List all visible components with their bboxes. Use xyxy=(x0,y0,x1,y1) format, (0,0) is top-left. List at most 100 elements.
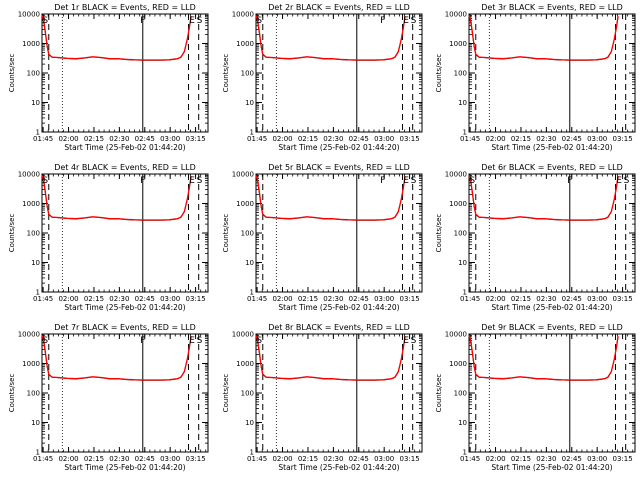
marker-label: F xyxy=(380,176,385,186)
plot-frame xyxy=(255,13,423,133)
x-tick-label: 02:30 xyxy=(109,455,129,463)
y-tick-label: 10 xyxy=(245,419,254,427)
x-tick-label: 01:45 xyxy=(247,135,267,143)
series-line-events xyxy=(41,336,192,381)
x-tick-label: 03:00 xyxy=(587,295,607,303)
marker-label: S xyxy=(42,176,48,186)
x-axis-label: Start Time (25-Feb-02 01:44:20) xyxy=(278,303,399,312)
panel-title: Det 6r BLACK = Events, RED = LLD xyxy=(481,163,623,172)
y-axis-label: Counts/sec xyxy=(222,214,230,253)
panel-title: Det 5r BLACK = Events, RED = LLD xyxy=(268,163,410,172)
y-tick-label: 100 xyxy=(454,70,467,78)
plot-frame xyxy=(468,173,636,293)
x-tick-label: 02:00 xyxy=(485,455,505,463)
y-tick-label: 100 xyxy=(241,70,254,78)
panel-det-4r: Det 4r BLACK = Events, RED = LLD 1 10 100 10… xyxy=(8,163,209,312)
marker-label: E xyxy=(403,176,409,186)
x-tick-label: 02:15 xyxy=(511,295,531,303)
y-tick-label: 1000 xyxy=(22,200,40,208)
x-tick-label: 01:45 xyxy=(33,135,53,143)
y-tick-label: 10 xyxy=(458,99,467,107)
y-tick-label: 1 xyxy=(463,129,467,137)
series-line-lld xyxy=(41,175,192,221)
plot-frame xyxy=(41,173,209,293)
x-tick-label: 02:45 xyxy=(135,455,155,463)
y-tick-label: 100 xyxy=(27,70,40,78)
x-tick-label: 03:15 xyxy=(185,455,205,463)
y-axis-label: Counts/sec xyxy=(435,214,443,253)
marker-label: S xyxy=(411,336,417,346)
marker-label: E xyxy=(189,176,195,186)
x-tick-label: 03:15 xyxy=(399,135,419,143)
marker-label: F xyxy=(140,16,145,26)
x-axis-label: Start Time (25-Feb-02 01:44:20) xyxy=(491,463,612,472)
y-tick-label: 10000 xyxy=(18,11,40,19)
x-tick-label: 03:00 xyxy=(587,455,607,463)
series-line-lld xyxy=(255,15,406,61)
x-tick-label: 01:45 xyxy=(460,135,480,143)
series-line-lld xyxy=(41,15,192,61)
x-tick-label: 01:45 xyxy=(33,455,53,463)
y-axis-label: Counts/sec xyxy=(8,374,16,413)
marker-label: F xyxy=(567,176,572,186)
y-tick-label: 1 xyxy=(36,129,40,137)
x-tick-label: 03:15 xyxy=(612,135,632,143)
y-tick-label: 10 xyxy=(31,259,40,267)
series-line-events xyxy=(468,336,619,381)
series-line-lld xyxy=(41,335,192,381)
plot-frame xyxy=(468,333,636,453)
series-line-lld xyxy=(255,335,406,381)
y-tick-label: 10 xyxy=(245,99,254,107)
x-tick-label: 02:15 xyxy=(84,295,104,303)
x-tick-label: 02:00 xyxy=(58,135,78,143)
x-tick-label: 02:45 xyxy=(135,295,155,303)
x-axis-label: Start Time (25-Feb-02 01:44:20) xyxy=(491,143,612,152)
panel-det-9r: Det 9r BLACK = Events, RED = LLD 1 10 100 10… xyxy=(435,323,636,472)
panel-det-2r: Det 2r BLACK = Events, RED = LLD 1 10 100 10… xyxy=(222,3,423,152)
x-tick-label: 03:15 xyxy=(399,455,419,463)
x-tick-label: 03:00 xyxy=(374,295,394,303)
y-tick-label: 10000 xyxy=(232,331,254,339)
marker-label: S xyxy=(42,16,48,26)
y-axis-label: Counts/sec xyxy=(8,214,16,253)
panel-title: Det 9r BLACK = Events, RED = LLD xyxy=(481,323,623,332)
x-tick-label: 02:30 xyxy=(323,135,343,143)
x-tick-label: 03:00 xyxy=(374,455,394,463)
series-line-lld xyxy=(255,175,406,221)
x-tick-label: 02:30 xyxy=(323,455,343,463)
panel-title: Det 7r BLACK = Events, RED = LLD xyxy=(54,323,196,332)
x-tick-label: 03:00 xyxy=(160,295,180,303)
x-axis-label: Start Time (25-Feb-02 01:44:20) xyxy=(64,143,185,152)
series-line-events xyxy=(255,336,406,381)
x-tick-label: 01:45 xyxy=(33,295,53,303)
marker-label: S xyxy=(624,176,630,186)
plot-frame xyxy=(255,333,423,453)
y-tick-label: 1000 xyxy=(449,200,467,208)
x-tick-label: 02:45 xyxy=(562,295,582,303)
y-tick-label: 1000 xyxy=(22,40,40,48)
marker-label: S xyxy=(42,336,48,346)
marker-label: S xyxy=(256,16,262,26)
x-tick-label: 01:45 xyxy=(460,455,480,463)
y-tick-label: 10000 xyxy=(232,171,254,179)
y-tick-label: 100 xyxy=(27,390,40,398)
y-tick-label: 1000 xyxy=(236,200,254,208)
x-tick-label: 02:15 xyxy=(84,455,104,463)
panel-det-6r: Det 6r BLACK = Events, RED = LLD 1 10 100 10… xyxy=(435,163,636,312)
x-tick-label: 02:15 xyxy=(84,135,104,143)
y-tick-label: 1 xyxy=(463,289,467,297)
series-line-lld xyxy=(468,175,619,221)
x-tick-label: 02:15 xyxy=(298,455,318,463)
x-tick-label: 02:15 xyxy=(298,295,318,303)
panel-title: Det 8r BLACK = Events, RED = LLD xyxy=(268,323,410,332)
x-tick-label: 01:45 xyxy=(247,455,267,463)
y-tick-label: 10000 xyxy=(445,11,467,19)
marker-label: S xyxy=(197,16,203,26)
marker-label: S xyxy=(197,176,203,186)
y-axis-label: Counts/sec xyxy=(8,54,16,93)
x-tick-label: 02:15 xyxy=(511,135,531,143)
series-line-events xyxy=(468,176,619,221)
y-tick-label: 100 xyxy=(241,390,254,398)
series-line-lld xyxy=(468,15,619,61)
y-tick-label: 1 xyxy=(250,289,254,297)
